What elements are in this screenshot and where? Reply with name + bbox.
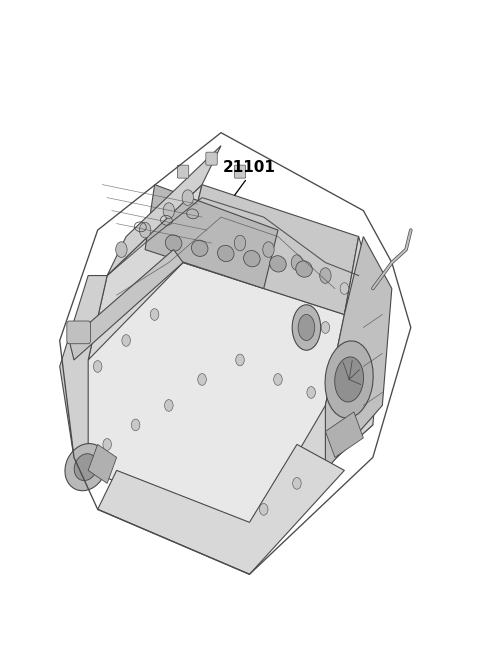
Text: 21101: 21101 <box>223 160 276 175</box>
Ellipse shape <box>165 235 182 252</box>
Circle shape <box>321 322 330 333</box>
Circle shape <box>340 283 348 294</box>
Ellipse shape <box>292 305 321 350</box>
FancyBboxPatch shape <box>178 165 189 178</box>
Circle shape <box>163 203 175 218</box>
FancyBboxPatch shape <box>206 152 217 165</box>
Circle shape <box>165 400 173 411</box>
Circle shape <box>132 419 140 431</box>
Ellipse shape <box>217 246 234 261</box>
Polygon shape <box>97 444 344 574</box>
Circle shape <box>320 268 331 284</box>
Ellipse shape <box>325 341 373 418</box>
Ellipse shape <box>74 454 97 481</box>
Ellipse shape <box>335 357 363 402</box>
Circle shape <box>263 242 274 257</box>
Circle shape <box>274 373 282 385</box>
Ellipse shape <box>296 261 312 277</box>
Polygon shape <box>183 185 359 314</box>
Ellipse shape <box>298 314 315 341</box>
Polygon shape <box>250 236 383 535</box>
Polygon shape <box>60 276 107 470</box>
Polygon shape <box>325 236 392 470</box>
Polygon shape <box>88 444 117 483</box>
Circle shape <box>139 222 151 238</box>
Circle shape <box>122 335 131 346</box>
Polygon shape <box>325 412 363 457</box>
Ellipse shape <box>65 443 107 491</box>
Circle shape <box>198 373 206 385</box>
Polygon shape <box>74 263 373 535</box>
Circle shape <box>182 190 193 206</box>
Circle shape <box>236 354 244 365</box>
Polygon shape <box>107 145 221 276</box>
Polygon shape <box>69 250 183 360</box>
Ellipse shape <box>243 250 260 267</box>
Polygon shape <box>145 185 278 289</box>
Circle shape <box>307 386 315 398</box>
FancyBboxPatch shape <box>67 321 91 344</box>
Ellipse shape <box>192 240 208 256</box>
Circle shape <box>234 235 246 251</box>
Polygon shape <box>88 185 202 360</box>
Circle shape <box>293 477 301 489</box>
FancyBboxPatch shape <box>234 165 246 178</box>
Circle shape <box>291 255 302 271</box>
Circle shape <box>94 361 102 372</box>
Circle shape <box>150 309 159 320</box>
Circle shape <box>260 504 268 515</box>
Circle shape <box>116 242 127 257</box>
Circle shape <box>103 439 111 450</box>
Ellipse shape <box>270 255 286 272</box>
